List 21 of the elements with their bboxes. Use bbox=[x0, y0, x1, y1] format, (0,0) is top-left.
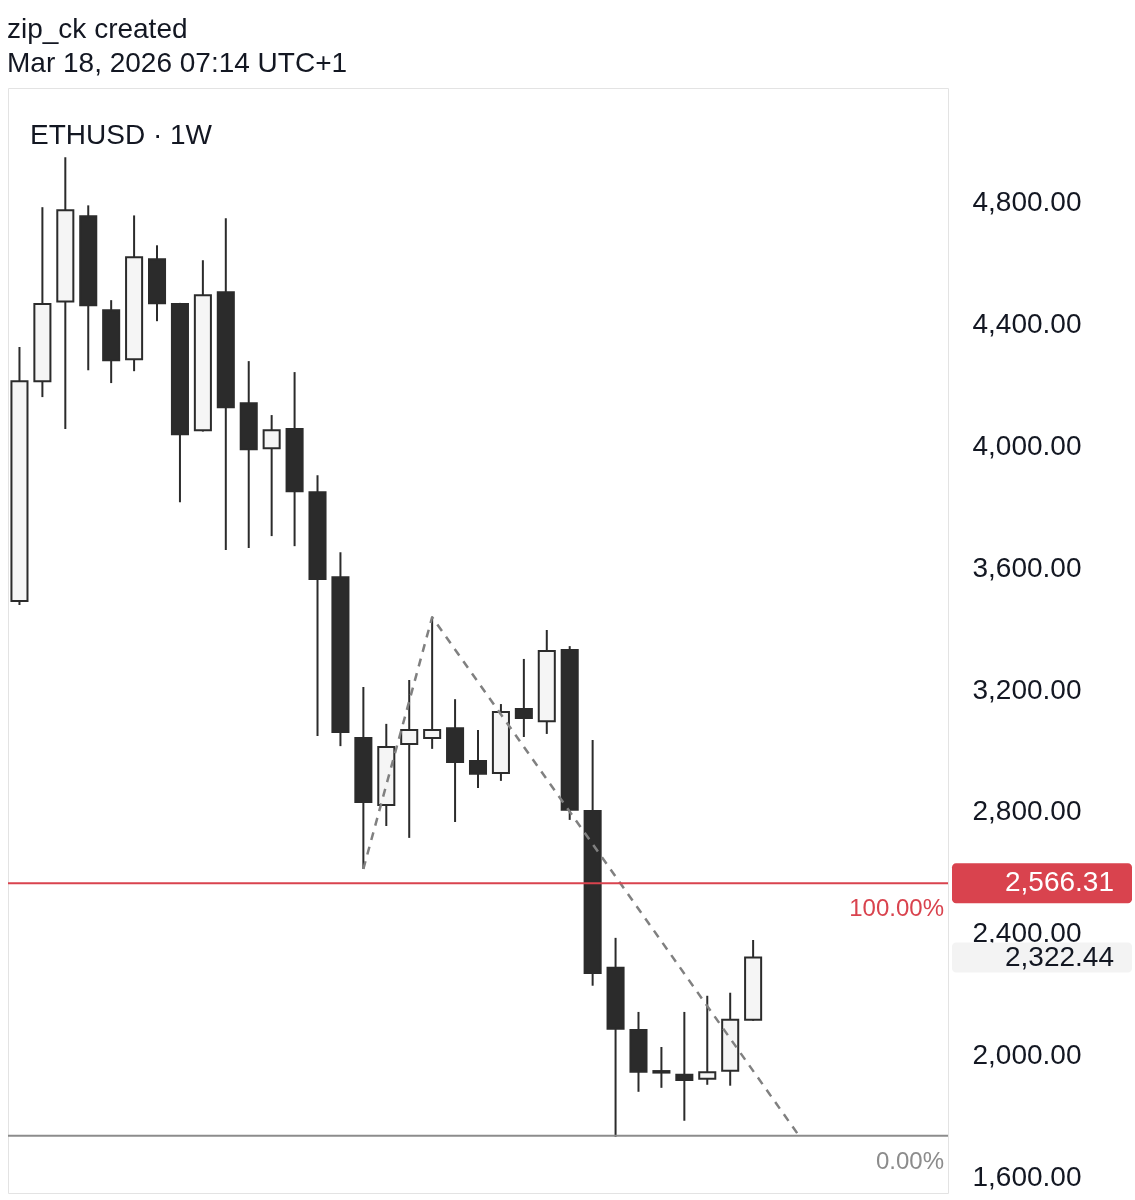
y-tick-label: 4,400.00 bbox=[972, 307, 1082, 339]
y-tick-label: 3,600.00 bbox=[972, 551, 1082, 583]
annotation: ETHUSD · 1W bbox=[30, 119, 213, 150]
y-tick-label: 3,200.00 bbox=[972, 673, 1082, 705]
y-tick-label: 2,800.00 bbox=[972, 795, 1082, 827]
candlestick bbox=[400, 678, 419, 839]
y-tick-label: 1,600.00 bbox=[972, 1161, 1082, 1193]
candlestick bbox=[468, 728, 488, 789]
annotation: 0.00% bbox=[875, 1146, 944, 1174]
y-tick-label: 2,000.00 bbox=[972, 1039, 1082, 1071]
candlestick bbox=[675, 1010, 694, 1122]
y-tick-label: 4,000.00 bbox=[972, 429, 1082, 461]
chart-subtitle: Mar 18, 2026 07:14 UTC+1 bbox=[7, 47, 348, 78]
ref-line-label: 2,566.31 bbox=[1005, 866, 1114, 898]
chart-title: zip_ck created bbox=[7, 13, 188, 44]
candlestick bbox=[652, 1045, 671, 1089]
y-tick-label: 4,800.00 bbox=[972, 185, 1082, 217]
annotation: 100.00% bbox=[849, 894, 944, 922]
candlestick bbox=[514, 657, 533, 738]
candlestick bbox=[698, 994, 717, 1086]
candlestick bbox=[262, 414, 281, 538]
